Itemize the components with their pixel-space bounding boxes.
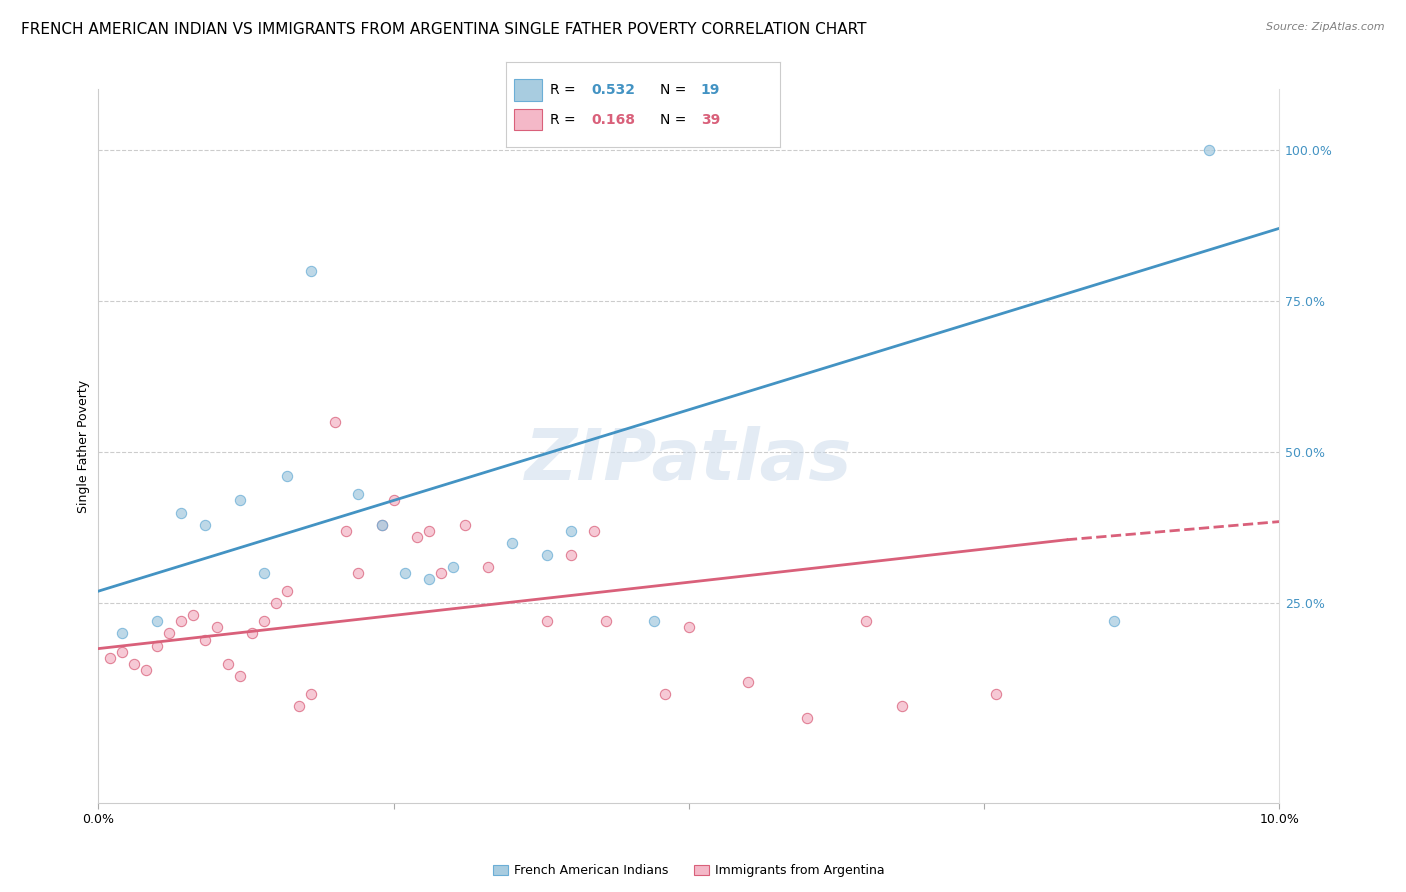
Point [536, 615, 558, 629]
Point [111, 626, 134, 640]
Point [501, 535, 523, 549]
Point [430, 566, 453, 580]
Text: 0.168: 0.168 [591, 112, 636, 127]
Point [855, 615, 877, 629]
Point [205, 620, 228, 634]
Point [394, 566, 416, 580]
Point [371, 517, 394, 532]
Point [276, 469, 298, 483]
Point [347, 566, 370, 580]
Point [418, 524, 440, 538]
Point [335, 524, 357, 538]
Point [194, 632, 217, 647]
Text: 0.532: 0.532 [591, 83, 636, 97]
Point [194, 517, 217, 532]
Point [288, 699, 311, 714]
Point [477, 560, 499, 574]
Point [98, 650, 121, 665]
FancyBboxPatch shape [515, 79, 541, 101]
Point [323, 415, 346, 429]
Point [264, 596, 287, 610]
Point [678, 620, 700, 634]
Point [135, 663, 157, 677]
Point [229, 493, 252, 508]
Point [406, 530, 429, 544]
Point [217, 657, 239, 671]
Point [737, 674, 759, 689]
Y-axis label: Single Father Poverty: Single Father Poverty [77, 379, 90, 513]
Point [347, 487, 370, 501]
Legend: French American Indians, Immigrants from Argentina: French American Indians, Immigrants from… [488, 859, 890, 882]
Point [654, 687, 676, 701]
Point [560, 524, 582, 538]
Point [253, 615, 276, 629]
Text: N =: N = [659, 112, 690, 127]
Point [441, 560, 464, 574]
Point [299, 263, 322, 277]
Point [536, 548, 558, 562]
Point [595, 615, 617, 629]
Point [371, 517, 394, 532]
Point [984, 687, 1007, 701]
Point [111, 645, 134, 659]
Point [1102, 615, 1125, 629]
FancyBboxPatch shape [515, 109, 541, 130]
Point [170, 506, 193, 520]
Text: Source: ZipAtlas.com: Source: ZipAtlas.com [1267, 22, 1385, 32]
Point [796, 711, 818, 725]
Point [146, 615, 169, 629]
Point [229, 669, 252, 683]
Point [276, 584, 298, 599]
Text: ZIPatlas: ZIPatlas [526, 425, 852, 495]
Text: R =: R = [550, 83, 581, 97]
Point [299, 687, 322, 701]
Point [382, 493, 405, 508]
Point [122, 657, 145, 671]
Point [643, 615, 665, 629]
Text: 19: 19 [700, 83, 720, 97]
Point [583, 524, 606, 538]
Text: 39: 39 [700, 112, 720, 127]
Text: R =: R = [550, 112, 581, 127]
Point [240, 626, 263, 640]
Point [890, 699, 912, 714]
Point [181, 608, 204, 623]
Point [418, 572, 440, 586]
Point [453, 517, 475, 532]
Point [253, 566, 276, 580]
Point [146, 639, 169, 653]
Point [1198, 143, 1220, 157]
Point [170, 615, 193, 629]
Text: FRENCH AMERICAN INDIAN VS IMMIGRANTS FROM ARGENTINA SINGLE FATHER POVERTY CORREL: FRENCH AMERICAN INDIAN VS IMMIGRANTS FRO… [21, 22, 866, 37]
Point [157, 626, 180, 640]
Text: N =: N = [659, 83, 690, 97]
Point [560, 548, 582, 562]
